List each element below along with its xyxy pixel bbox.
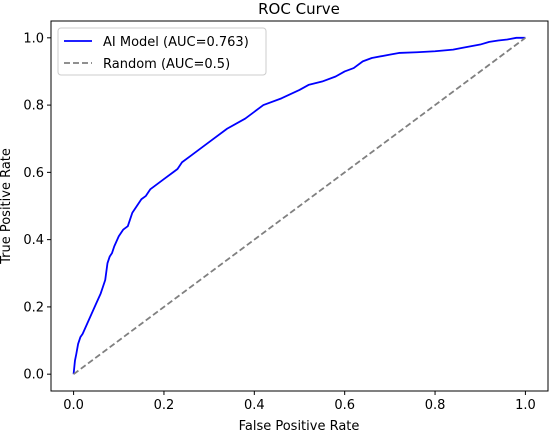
legend: AI Model (AUC=0.763) Random (AUC=0.5) — [57, 27, 267, 76]
y-tick-label-2: 0.4 — [23, 233, 44, 248]
x-tick-label-4: 0.8 — [425, 398, 446, 413]
series-line-1 — [73, 37, 526, 375]
x-tick-label-3: 0.6 — [334, 398, 355, 413]
y-tick-label-3: 0.6 — [23, 166, 44, 181]
y-tick-label-1: 0.2 — [23, 300, 44, 315]
legend-box — [57, 27, 267, 76]
plot-area — [50, 20, 549, 392]
plot-frame — [50, 20, 549, 392]
series-layer — [72, 36, 526, 375]
legend-label-1: Random (AUC=0.5) — [103, 57, 230, 72]
chart-title: ROC Curve — [258, 0, 340, 18]
y-tick-label-5: 1.0 — [23, 31, 44, 46]
y-tick-label-0: 0.0 — [23, 368, 44, 383]
y-axis-label: True Positive Rate — [0, 148, 14, 265]
y-tick-label-4: 0.8 — [23, 99, 44, 114]
x-tick-label-1: 0.2 — [154, 398, 175, 413]
x-tick-label-0: 0.0 — [63, 398, 84, 413]
series-line-0 — [72, 36, 526, 375]
x-tick-label-5: 1.0 — [515, 398, 536, 413]
legend-label-0: AI Model (AUC=0.763) — [103, 35, 249, 50]
y-axis-ticks: 0.0 0.2 0.4 0.6 0.8 1.0 — [23, 31, 51, 383]
x-axis-label: False Positive Rate — [239, 419, 360, 434]
x-tick-label-2: 0.4 — [244, 398, 265, 413]
x-axis-ticks: 0.0 0.2 0.4 0.6 0.8 1.0 — [63, 391, 536, 413]
